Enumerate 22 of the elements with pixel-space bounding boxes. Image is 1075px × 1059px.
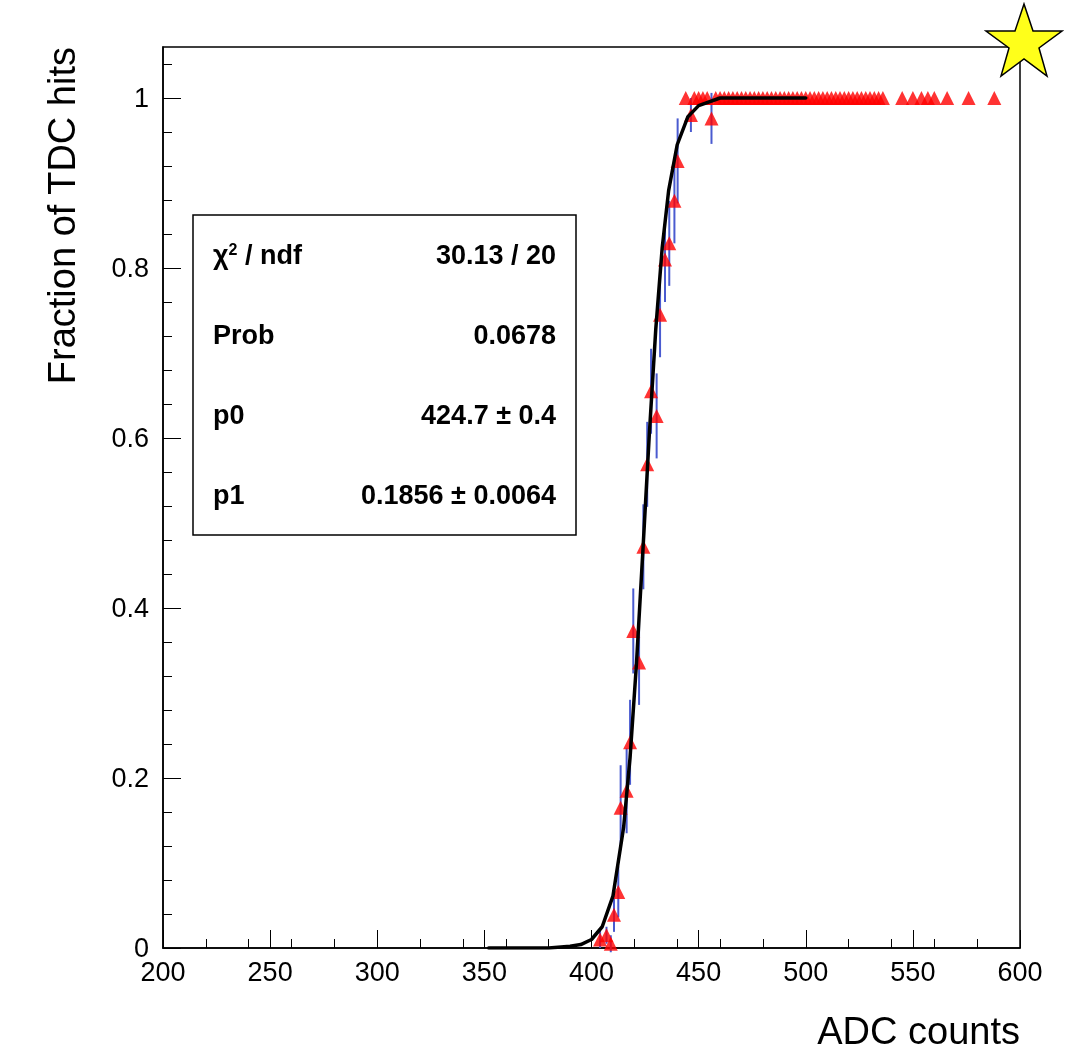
annotation: 0.1856 ± 0.0064 bbox=[361, 480, 556, 510]
annotation: 424.7 ± 0.4 bbox=[421, 400, 556, 430]
annotation: 30.13 / 20 bbox=[435, 240, 556, 270]
y-tick-label: 0.8 bbox=[111, 253, 149, 283]
y-tick-label: 0.4 bbox=[111, 593, 149, 623]
x-tick-label: 300 bbox=[354, 956, 400, 987]
x-tick-label: 450 bbox=[676, 956, 722, 987]
x-tick-label: 550 bbox=[890, 956, 936, 987]
x-tick-label: 400 bbox=[568, 956, 615, 987]
x-tick-label: 500 bbox=[783, 956, 829, 987]
x-axis-title: ADC counts bbox=[817, 1010, 1020, 1052]
annotation: p0 bbox=[213, 400, 245, 430]
y-tick-label: 0.6 bbox=[111, 423, 149, 453]
annotation: Prob bbox=[213, 320, 275, 350]
y-tick-label: 0.2 bbox=[111, 763, 149, 793]
annotation: 0.0678 bbox=[473, 320, 556, 350]
x-tick-label: 250 bbox=[247, 956, 293, 987]
y-tick-label: 1 bbox=[133, 83, 149, 113]
annotation: p1 bbox=[213, 480, 245, 510]
x-tick-label: 600 bbox=[997, 956, 1043, 987]
x-tick-label: 350 bbox=[461, 956, 507, 987]
y-axis-title: Fraction of TDC hits bbox=[41, 47, 83, 385]
